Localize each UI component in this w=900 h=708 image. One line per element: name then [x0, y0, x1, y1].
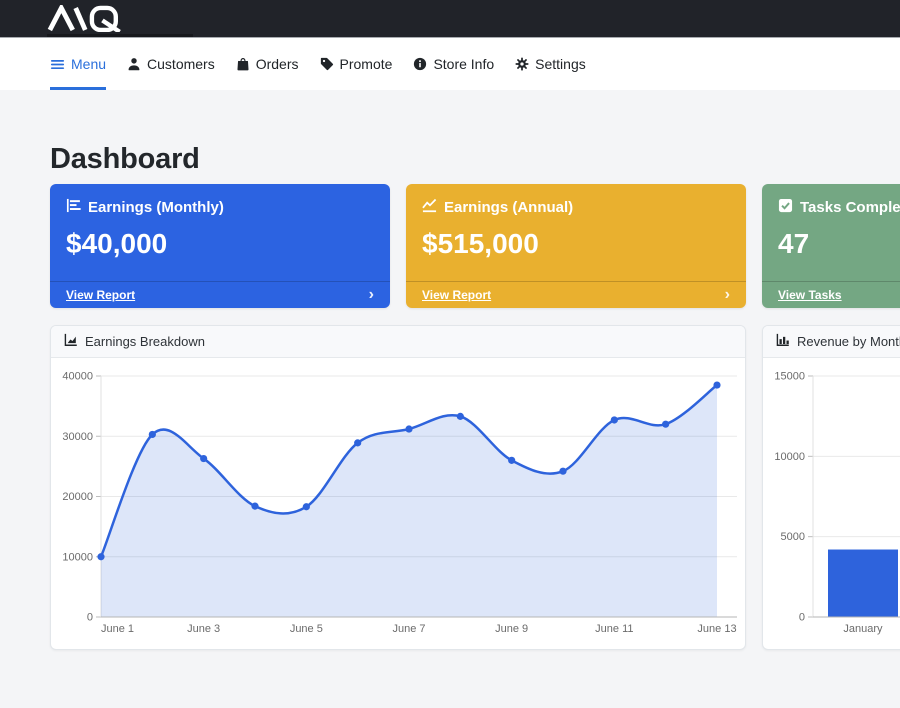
chart-title: Earnings Breakdown [85, 334, 205, 349]
svg-text:10000: 10000 [774, 451, 805, 463]
chevron-right-icon: › [368, 286, 374, 303]
check-square-icon [778, 198, 793, 217]
svg-text:June 11: June 11 [595, 623, 633, 635]
person-icon [127, 57, 141, 71]
chart-title: Revenue by Month [797, 334, 900, 349]
chart-icon [776, 333, 790, 350]
bag-icon [236, 57, 250, 71]
nav-item-label: Customers [147, 56, 215, 72]
stat-card-value: $515,000 [422, 228, 539, 259]
line-graph-icon [422, 198, 437, 217]
earnings-breakdown-chart: 0 10000 20000 30000 40000 June 1 June 3 June 5 J… [62, 371, 737, 635]
svg-text:June 9: June 9 [495, 623, 528, 635]
nav-item-settings[interactable]: Settings [515, 38, 586, 90]
view-report-link[interactable]: View Report › [50, 281, 390, 308]
svg-text:10000: 10000 [62, 551, 93, 563]
earnings-breakdown-card: Earnings Breakdown 0 10000 20000 30000 40000… [50, 325, 746, 650]
nav-item-customers[interactable]: Customers [127, 38, 215, 90]
chevron-right-icon: › [724, 286, 730, 303]
stat-card-title: Earnings (Monthly) [88, 199, 224, 216]
chart-icon [64, 333, 78, 350]
revenue-by-month-chart: 0 5000 10000 15000 January [774, 371, 900, 635]
stat-card-title: Tasks Completed [800, 199, 900, 216]
stat-card-tasks-completed: Tasks Completed 47 View Tasks › [762, 184, 900, 308]
stat-card-title: Earnings (Annual) [444, 199, 574, 216]
stat-card-value: 47 [778, 228, 810, 259]
svg-text:June 1: June 1 [101, 623, 134, 635]
svg-text:5000: 5000 [781, 531, 805, 543]
nav-item-label: Settings [535, 56, 586, 72]
nav-item-label: Menu [71, 56, 107, 72]
svg-text:40000: 40000 [62, 371, 93, 383]
view-tasks-link[interactable]: View Tasks › [762, 281, 900, 308]
svg-text:0: 0 [799, 612, 805, 624]
info-icon [413, 57, 427, 71]
nav-item-label: Promote [339, 56, 393, 72]
svg-text:June 7: June 7 [392, 623, 425, 635]
svg-text:June 5: June 5 [290, 623, 323, 635]
gear-icon [515, 57, 529, 71]
svg-text:June 3: June 3 [187, 623, 220, 635]
brand-logo-icon [47, 2, 121, 34]
svg-text:January: January [843, 623, 883, 635]
svg-text:15000: 15000 [774, 371, 805, 383]
tag-icon [320, 57, 334, 71]
stat-card-value: $40,000 [66, 228, 168, 259]
brand-underline [47, 34, 193, 37]
stat-card-earnings-annual: Earnings (Annual) $515,000 View Report › [406, 184, 746, 308]
view-report-link[interactable]: View Report › [406, 281, 746, 308]
main-nav: Menu Customers Orders Promote Store Info… [0, 38, 900, 90]
nav-item-label: Store Info [433, 56, 495, 72]
nav-item-orders[interactable]: Orders [236, 38, 299, 90]
svg-text:20000: 20000 [62, 491, 93, 503]
nav-item-menu[interactable]: Menu [50, 38, 107, 90]
bar-chart-icon [66, 198, 81, 217]
revenue-by-month-card: Revenue by Month 0 5000 10000 15000 January [762, 325, 900, 650]
nav-item-label: Orders [255, 56, 299, 72]
brand-logo[interactable] [47, 2, 133, 37]
svg-text:0: 0 [87, 612, 93, 624]
hamburger-icon [50, 57, 65, 72]
stat-cards-row: Earnings (Monthly) $40,000 View Report ›… [50, 184, 900, 308]
nav-item-promote[interactable]: Promote [320, 38, 393, 90]
stat-card-earnings-monthly: Earnings (Monthly) $40,000 View Report › [50, 184, 390, 308]
nav-item-store-info[interactable]: Store Info [413, 38, 494, 90]
svg-text:June 13: June 13 [697, 623, 736, 635]
topbar [0, 0, 900, 38]
svg-text:30000: 30000 [62, 431, 93, 443]
page-title: Dashboard [50, 143, 200, 175]
charts-row: Earnings Breakdown 0 10000 20000 30000 40000… [50, 325, 900, 650]
